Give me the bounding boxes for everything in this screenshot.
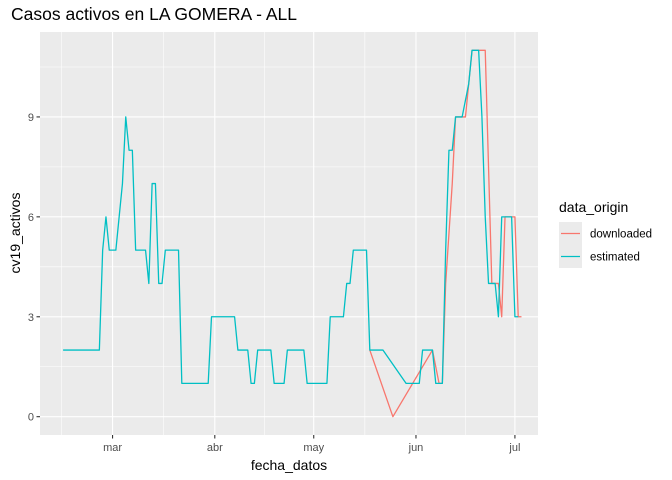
x-tick-label: jul [508, 442, 520, 454]
series-lines [63, 49, 522, 418]
x-tick-label: may [303, 442, 324, 454]
chart-title: Casos activos en LA GOMERA - ALL [11, 4, 297, 24]
x-tick-label: jun [408, 442, 424, 454]
legend: data_origin downloaded estimated [559, 199, 652, 268]
y-axis: 0 3 6 9 [28, 112, 40, 424]
y-tick-label: 3 [28, 312, 34, 324]
legend-label-downloaded: downloaded [590, 229, 652, 241]
legend-label-estimated: estimated [590, 252, 640, 264]
x-axis: mar abr may jun jul [103, 435, 520, 454]
y-tick-label: 6 [28, 212, 34, 224]
x-tick-label: abr [207, 442, 223, 454]
y-axis-label: cv19_activos [7, 193, 23, 274]
x-tick-label: mar [103, 442, 122, 454]
plot-panel [40, 32, 538, 435]
series-line-estimated [63, 49, 519, 385]
x-axis-label: fecha_datos [251, 457, 327, 473]
y-tick-label: 9 [28, 112, 34, 124]
y-tick-label: 0 [28, 412, 34, 424]
legend-title: data_origin [559, 199, 628, 215]
